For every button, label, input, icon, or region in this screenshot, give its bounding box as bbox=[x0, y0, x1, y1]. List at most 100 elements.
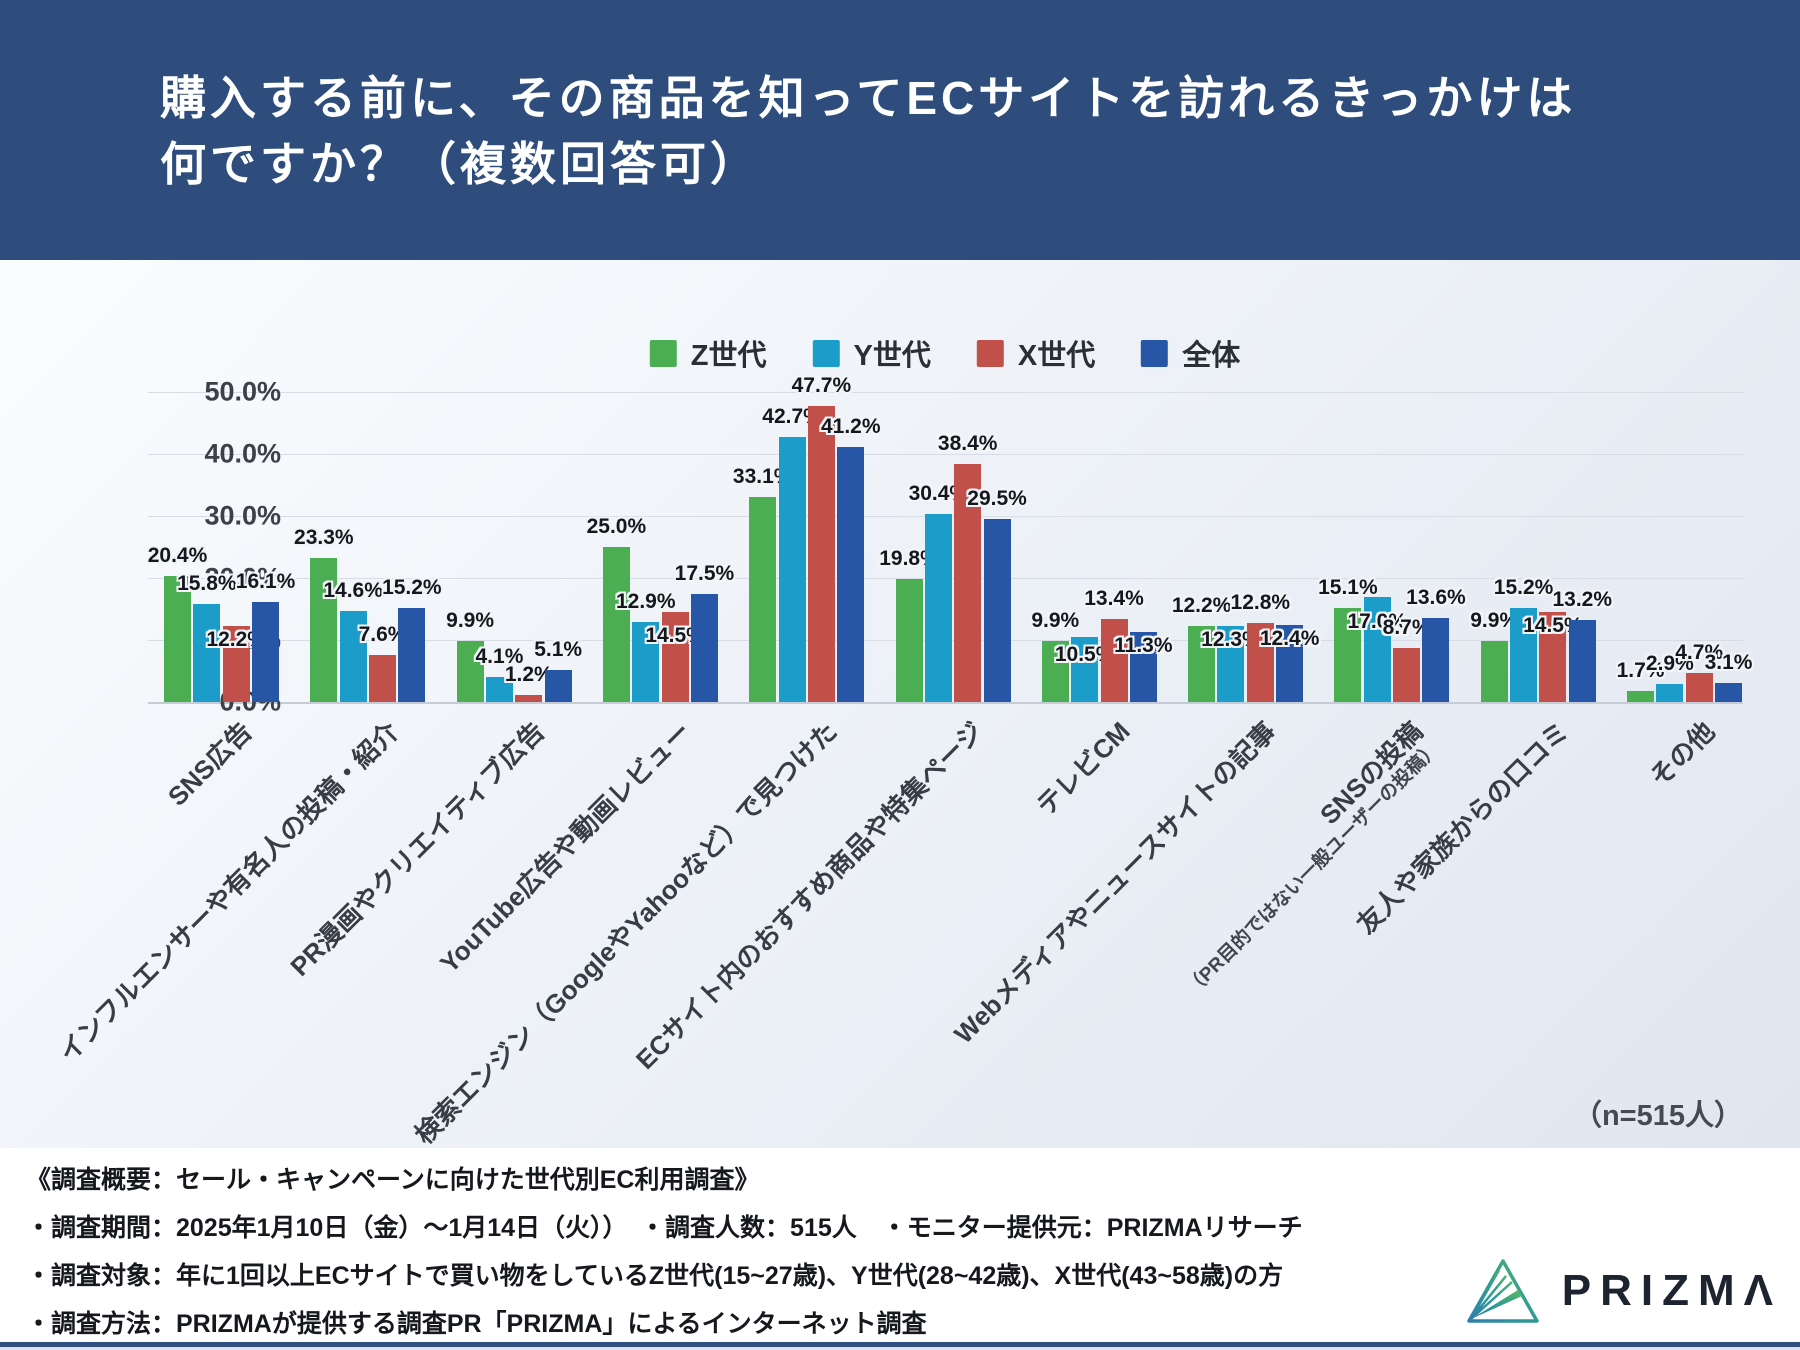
bar-value-label: 12.8% bbox=[1230, 590, 1291, 614]
y-axis-tick-label: 30.0% bbox=[204, 500, 281, 531]
bar-Y世代 bbox=[193, 604, 221, 702]
bar-value-label: 7.6% bbox=[358, 622, 407, 646]
bar-Y世代 bbox=[485, 676, 513, 702]
bar-X世代 bbox=[1100, 618, 1128, 702]
bar-Y世代 bbox=[1217, 625, 1245, 702]
bar-value-label: 47.7% bbox=[791, 374, 852, 398]
bar-value-label: 12.2% bbox=[206, 628, 266, 652]
survey-note-line: ・調査期間：2025年1月10日（金）〜1月14日（火）） ・調査人数：515人… bbox=[26, 1214, 1303, 1242]
sample-size-label: （n=515人） bbox=[1572, 1100, 1743, 1132]
bar-全体 bbox=[1129, 631, 1157, 702]
bar-Z世代 bbox=[456, 640, 484, 702]
grid-line bbox=[148, 702, 1743, 704]
legend-label: 全体 bbox=[1182, 340, 1241, 372]
category-label: SNSの投稿 （PR目的ではない一般ユーザーの投稿） bbox=[1160, 716, 1444, 1000]
bar-value-label: 1.7% bbox=[1616, 659, 1665, 683]
bar-value-label: 19.8% bbox=[879, 547, 939, 571]
chart-legend: Z世代 Y世代 X世代 全体 bbox=[649, 332, 1241, 374]
bar-全体 bbox=[398, 607, 426, 702]
bar-全体 bbox=[1276, 625, 1304, 702]
bar-value-label: 25.0% bbox=[586, 515, 647, 538]
bar-value-label: 16.1% bbox=[235, 570, 296, 594]
bar-Z世代 bbox=[895, 579, 923, 702]
bar-value-label: 15.1% bbox=[1318, 576, 1378, 600]
bar-Z世代 bbox=[1188, 626, 1216, 702]
page-title-line1: 購入する前に、その商品を知ってECサイトを訪れるきっかけは bbox=[160, 72, 1577, 124]
bar-X世代 bbox=[954, 463, 982, 702]
bottom-strip bbox=[0, 1347, 1800, 1350]
bar-value-label: 17.5% bbox=[674, 561, 735, 585]
bar-Z世代 bbox=[1627, 691, 1654, 702]
bar-Y世代 bbox=[1510, 607, 1538, 702]
page-title-line2: 何ですか？（複数回答可） bbox=[160, 138, 760, 190]
y-axis-tick-label: 50.0% bbox=[204, 376, 281, 407]
bar-value-label: 12.2% bbox=[1171, 594, 1232, 618]
bar-value-label: 13.4% bbox=[1084, 586, 1144, 610]
bar-Y世代 bbox=[1071, 636, 1099, 702]
bar-value-label: 14.6% bbox=[323, 579, 383, 603]
legend-item: Z世代 bbox=[649, 332, 767, 374]
bar-X世代 bbox=[369, 654, 396, 702]
bar-全体 bbox=[1422, 617, 1450, 702]
bar-value-label: 17.0% bbox=[1347, 610, 1408, 634]
category-label-wrap: その他 bbox=[1050, 716, 1720, 792]
legend-swatch bbox=[812, 339, 840, 367]
legend-label: Z世代 bbox=[690, 340, 767, 372]
bar-value-label: 1.2% bbox=[504, 662, 553, 686]
bottom-divider bbox=[0, 1342, 1800, 1347]
bar-value-label: 8.7% bbox=[1382, 616, 1431, 640]
bar-value-label: 14.5% bbox=[645, 624, 705, 648]
legend-swatch bbox=[976, 339, 1004, 367]
bar-value-label: 12.3% bbox=[1201, 628, 1261, 652]
bar-Z世代 bbox=[310, 557, 338, 702]
bar-全体 bbox=[1568, 620, 1596, 702]
bar-全体 bbox=[252, 602, 280, 702]
y-axis-tick-label: 40.0% bbox=[204, 438, 281, 469]
bar-全体 bbox=[837, 446, 865, 702]
category-label-text: YouTube広告や動画レビュー bbox=[434, 716, 697, 979]
bar-value-label: 42.7% bbox=[762, 405, 822, 429]
legend-label: Y世代 bbox=[853, 340, 931, 372]
bar-Y世代 bbox=[1656, 684, 1684, 702]
bar-Y世代 bbox=[778, 437, 806, 702]
bar-value-label: 41.2% bbox=[820, 414, 881, 438]
bar-value-label: 4.1% bbox=[475, 644, 524, 668]
bar-X世代 bbox=[1246, 622, 1274, 702]
prizma-logo: PRIZMΛ bbox=[1466, 1258, 1782, 1324]
bar-value-label: 20.4% bbox=[147, 543, 208, 567]
category-label: PR漫画やクリエイティブ広告 bbox=[284, 716, 550, 982]
bar-value-label: 13.2% bbox=[1552, 588, 1613, 612]
bar-全体 bbox=[544, 670, 572, 702]
bar-Z世代 bbox=[164, 575, 191, 702]
category-label: その他 bbox=[1644, 716, 1720, 792]
bar-value-label: 13.6% bbox=[1406, 585, 1466, 609]
bar-value-label: 11.3% bbox=[1114, 633, 1173, 657]
prizma-triangle-icon bbox=[1467, 1259, 1539, 1323]
category-label-text: PR漫画やクリエイティブ広告 bbox=[284, 716, 551, 982]
bar-value-label: 3.1% bbox=[1704, 650, 1753, 674]
bar-X世代 bbox=[222, 626, 250, 702]
bar-value-label: 30.4% bbox=[908, 481, 969, 505]
bar-value-label: 9.9% bbox=[1470, 608, 1519, 632]
grid-line bbox=[148, 454, 1743, 455]
bar-Z世代 bbox=[602, 547, 630, 702]
bar-value-label: 10.5% bbox=[1054, 642, 1115, 666]
bar-Y世代 bbox=[924, 513, 952, 702]
bar-Y世代 bbox=[339, 611, 367, 702]
bar-Z世代 bbox=[749, 496, 777, 702]
bar-value-label: 15.8% bbox=[177, 572, 237, 596]
bar-X世代 bbox=[1393, 648, 1421, 702]
legend-item: X世代 bbox=[976, 332, 1095, 374]
bar-value-label: 12.4% bbox=[1259, 627, 1320, 651]
bar-chart-plot: 0.0%10.0%20.0%30.0%40.0%50.0%20.4%15.8%1… bbox=[52, 260, 1752, 1150]
bar-X世代 bbox=[1539, 612, 1567, 702]
y-axis-tick-label: 20.0% bbox=[204, 562, 281, 593]
bar-value-label: 15.2% bbox=[382, 575, 442, 599]
bar-value-label: 29.5% bbox=[967, 487, 1027, 511]
bar-X世代 bbox=[515, 694, 543, 702]
prizma-logo-text: PRIZMΛ bbox=[1561, 1266, 1782, 1315]
bar-全体 bbox=[1715, 682, 1743, 702]
bar-value-label: 4.7% bbox=[1675, 640, 1724, 664]
